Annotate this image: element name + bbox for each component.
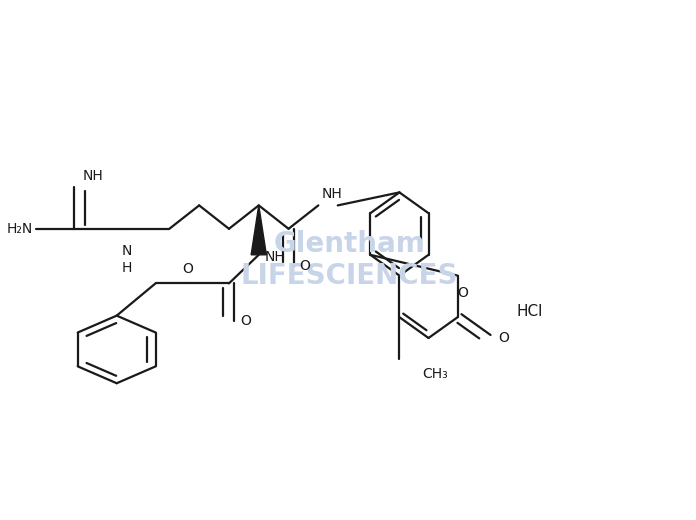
Text: NH: NH [322, 187, 342, 201]
Text: O: O [457, 286, 468, 300]
Text: O: O [498, 331, 509, 345]
Text: CH₃: CH₃ [422, 368, 448, 381]
Text: NH: NH [264, 250, 285, 264]
Text: Glentham
LIFESCIENCES: Glentham LIFESCIENCES [241, 230, 458, 290]
Text: H₂N: H₂N [6, 222, 33, 236]
Text: O: O [300, 259, 310, 273]
Polygon shape [251, 205, 267, 255]
Text: HCl: HCl [516, 305, 543, 319]
Text: O: O [240, 314, 251, 328]
Text: N
H: N H [121, 244, 132, 275]
Text: O: O [182, 262, 193, 276]
Text: NH: NH [83, 169, 104, 183]
